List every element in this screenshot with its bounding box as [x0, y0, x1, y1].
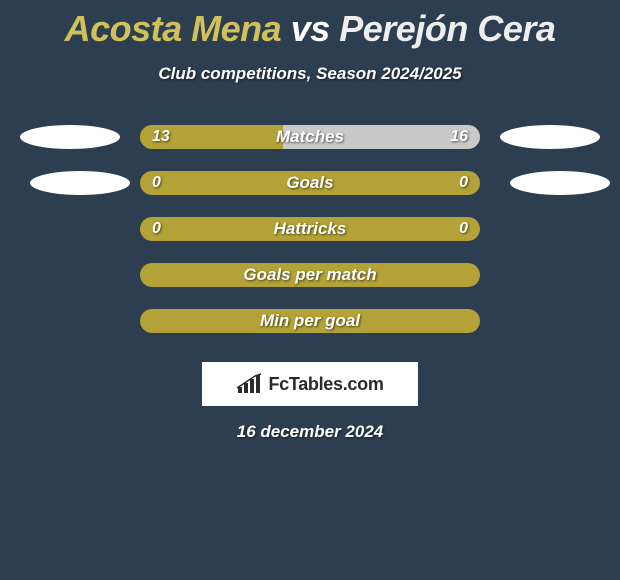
stat-value-left: 0 — [152, 174, 161, 192]
player1-shape — [30, 171, 130, 195]
stat-label: Min per goal — [260, 311, 360, 331]
stat-label: Goals per match — [243, 265, 376, 285]
stats-area: 13 16 Matches 0 0 Goals 0 0 Hattricks Goals per m… — [0, 114, 620, 344]
stat-label: Matches — [276, 127, 344, 147]
stat-value-left: 0 — [152, 220, 161, 238]
stat-row: 0 0 Hattricks — [10, 206, 610, 252]
subtitle: Club competitions, Season 2024/2025 — [0, 64, 620, 84]
stat-bar: Min per goal — [140, 309, 480, 333]
comparison-title: Acosta Mena vs Perejón Cera — [0, 0, 620, 50]
stat-value-left: 13 — [152, 128, 170, 146]
stat-row: Min per goal — [10, 298, 610, 344]
player2-shape — [510, 171, 610, 195]
stat-bar: 0 0 Goals — [140, 171, 480, 195]
stat-row: 0 0 Goals — [10, 160, 610, 206]
stat-bar: 0 0 Hattricks — [140, 217, 480, 241]
stat-value-right: 16 — [450, 128, 468, 146]
stat-value-right: 0 — [459, 174, 468, 192]
stat-bar: 13 16 Matches — [140, 125, 480, 149]
logo-text: FcTables.com — [268, 374, 383, 395]
player2-name: Perejón Cera — [339, 8, 555, 49]
stat-label: Goals — [286, 173, 333, 193]
vs-text: vs — [291, 8, 330, 49]
stat-bar: Goals per match — [140, 263, 480, 287]
date-text: 16 december 2024 — [0, 422, 620, 442]
stat-row: Goals per match — [10, 252, 610, 298]
stat-label: Hattricks — [274, 219, 347, 239]
logo-box: FcTables.com — [202, 362, 418, 406]
stat-row: 13 16 Matches — [10, 114, 610, 160]
bar-chart-icon — [236, 373, 262, 395]
player2-shape — [500, 125, 600, 149]
player1-shape — [20, 125, 120, 149]
stat-value-right: 0 — [459, 220, 468, 238]
player1-name: Acosta Mena — [65, 8, 282, 49]
